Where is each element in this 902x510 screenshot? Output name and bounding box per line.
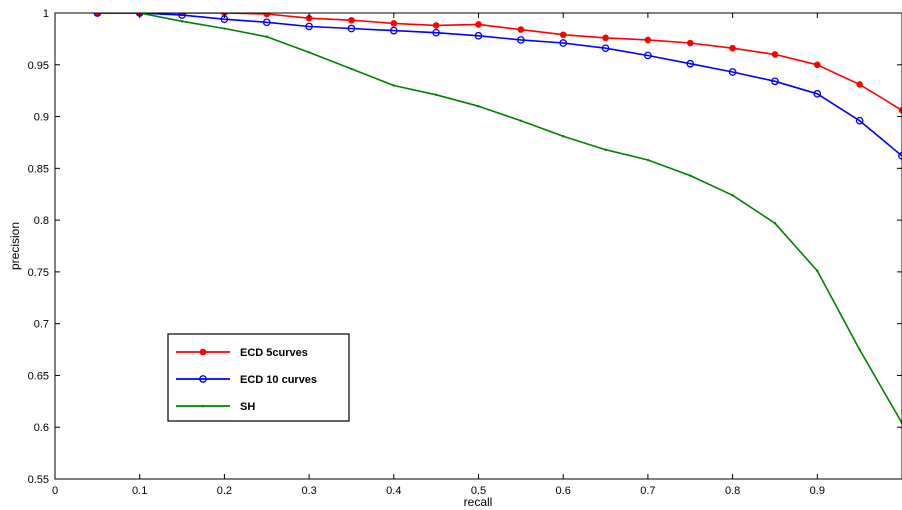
data-point-sh <box>392 84 395 87</box>
data-point-ecd-10-curves <box>474 31 483 40</box>
x-tick-label: 0.6 <box>556 485 571 497</box>
data-point-sh <box>307 51 311 54</box>
y-tick-label: 0.9 <box>34 112 49 124</box>
data-point-ecd-5curves <box>390 20 398 27</box>
data-point-ecd-5curves <box>644 36 652 44</box>
data-point-ecd-10-curves <box>305 22 313 31</box>
legend-marker <box>201 404 205 408</box>
data-point-ecd-10-curves <box>855 116 864 125</box>
x-tick-label: 0.2 <box>217 485 232 497</box>
data-point-sh <box>265 35 268 39</box>
data-point-ecd-10-curves <box>347 24 356 33</box>
data-point-ecd-5curves <box>729 44 736 52</box>
series-line-sh <box>97 13 902 424</box>
data-point-ecd-10-curves <box>389 26 398 35</box>
legend-label: ECD 10 curves <box>240 374 317 386</box>
legend-item-ecd-10-curves: ECD 10 curves <box>176 374 317 386</box>
y-tick-label: 1 <box>43 8 49 20</box>
data-point-ecd-10-curves <box>516 36 525 44</box>
data-point-ecd-10-curves <box>432 28 440 37</box>
data-point-sh <box>477 105 480 108</box>
y-tick-label: 0.65 <box>28 370 49 382</box>
data-point-ecd-5curves <box>814 61 821 69</box>
data-point-ecd-5curves <box>856 81 863 88</box>
data-point-sh <box>562 135 565 138</box>
data-point-sh <box>816 269 819 273</box>
legend-label: ECD 5curves <box>240 347 308 359</box>
y-tick-label: 0.8 <box>34 215 49 227</box>
data-point-sh <box>519 119 523 122</box>
data-point-ecd-10-curves <box>559 39 568 47</box>
data-point-sh <box>350 67 353 71</box>
y-axis-ticks: 0.55 0.6 0.65 0.7 0.75 0.8 0.85 0.9 0.95 1 <box>28 8 902 486</box>
series-line-ecd-10-curves <box>97 13 902 157</box>
data-point-sh <box>646 158 650 162</box>
data-point-ecd-10-curves <box>262 18 271 27</box>
y-tick-label: 0.6 <box>34 422 49 434</box>
data-point-ecd-10-curves <box>728 68 737 76</box>
y-tick-label: 0.75 <box>28 267 49 279</box>
data-point-ecd-10-curves <box>644 51 652 60</box>
data-point-ecd-5curves <box>475 21 482 28</box>
data-point-ecd-10-curves <box>771 77 779 86</box>
x-tick-label: 0.9 <box>810 485 825 497</box>
legend-marker <box>199 375 207 383</box>
data-point-sh <box>223 27 226 30</box>
data-point-sh <box>180 20 184 23</box>
x-tick-label: 0.5 <box>471 485 486 497</box>
x-tick-label: 0.8 <box>725 485 740 497</box>
x-tick-label: 0.3 <box>301 485 316 497</box>
data-point-ecd-10-curves <box>178 13 186 19</box>
data-point-sh <box>731 194 734 197</box>
y-tick-label: 0.85 <box>28 163 49 175</box>
data-point-ecd-5curves <box>263 13 271 18</box>
data-point-ecd-5curves <box>432 22 440 29</box>
x-tick-label: 0.7 <box>640 485 655 497</box>
x-axis-label: recall <box>464 495 493 509</box>
data-point-sh <box>604 148 607 151</box>
y-axis-label: precision <box>8 222 22 270</box>
data-point-ecd-5curves <box>898 107 902 114</box>
data-point-sh <box>773 222 777 225</box>
y-tick-label: 0.55 <box>28 474 49 486</box>
data-point-ecd-5curves <box>348 16 355 24</box>
legend-marker <box>199 348 207 356</box>
data-point-ecd-5curves <box>559 31 567 39</box>
legend: ECD 5curves ECD 10 curves SH <box>167 333 350 422</box>
data-point-ecd-5curves <box>517 26 525 33</box>
data-point-ecd-10-curves <box>686 59 695 68</box>
y-tick-label: 0.95 <box>28 60 49 72</box>
data-point-sh <box>689 174 692 177</box>
x-tick-label: 0 <box>52 485 58 497</box>
data-point-ecd-5curves <box>686 39 694 47</box>
x-tick-label: 0.4 <box>386 485 401 497</box>
x-tick-label: 0.1 <box>132 485 147 497</box>
data-point-ecd-10-curves <box>813 89 822 98</box>
data-point-sh <box>858 348 861 351</box>
data-point-ecd-5curves <box>602 34 609 42</box>
legend-item-ecd-5curves: ECD 5curves <box>176 347 308 359</box>
legend-label: SH <box>240 401 255 413</box>
data-point-sh <box>434 93 438 97</box>
legend-item-sh: SH <box>176 401 255 413</box>
y-tick-label: 0.7 <box>34 319 49 331</box>
x-axis-ticks: 0 0.1 0.2 0.3 0.4 0.5 0.6 0.7 0.8 0.9 <box>52 13 825 497</box>
data-point-ecd-10-curves <box>601 44 610 53</box>
data-point-ecd-5curves <box>771 51 779 58</box>
plot-frame <box>54 12 902 480</box>
